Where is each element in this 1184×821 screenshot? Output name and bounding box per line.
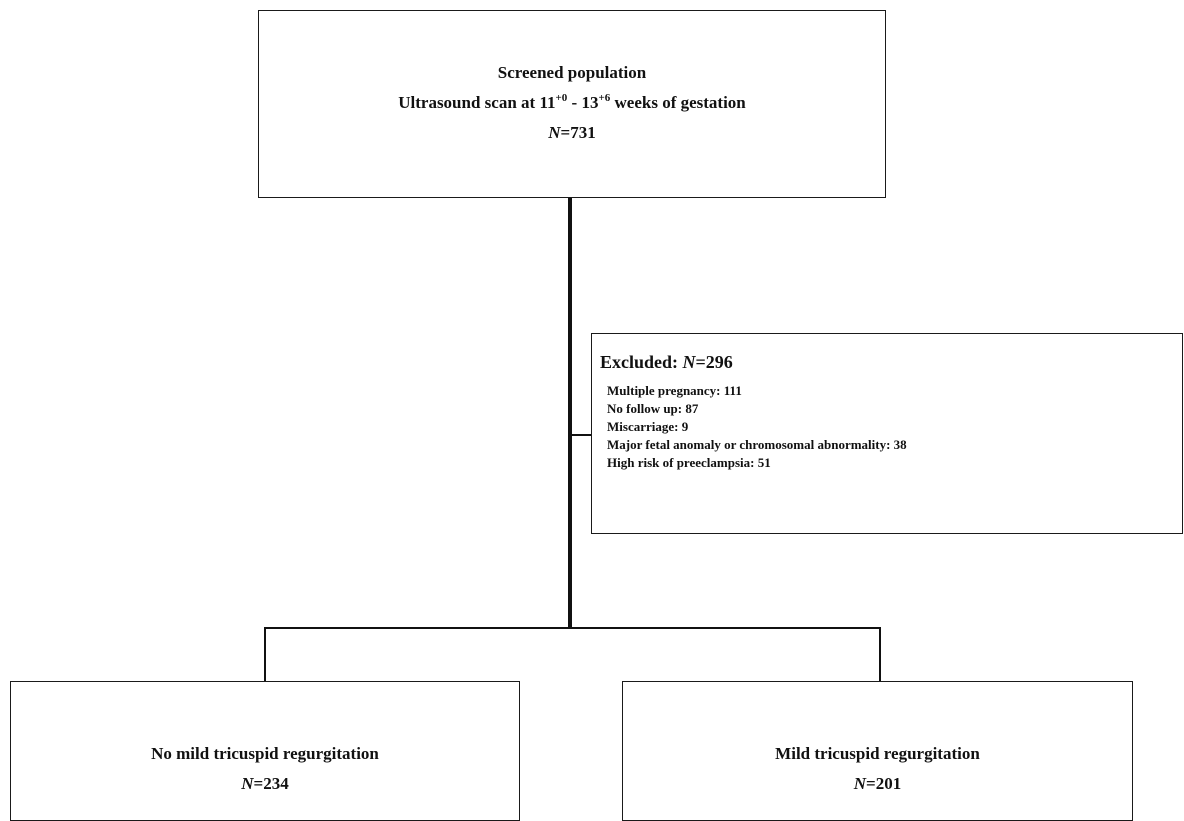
n-symbol: N <box>241 774 254 793</box>
n-value: =731 <box>560 123 596 142</box>
group-label: Mild tricuspid regurgitation <box>775 744 980 763</box>
screened-count: N=731 <box>259 123 885 143</box>
group-count: N=201 <box>623 774 1132 794</box>
no-mild-tr-box: No mild tricuspid regurgitation N=234 <box>10 681 520 821</box>
scan-prefix: Ultrasound scan at 11 <box>398 93 556 112</box>
scan-sup-end: +6 <box>598 92 611 104</box>
mild-tr-box: Mild tricuspid regurgitation N=201 <box>622 681 1133 821</box>
left-branch-connector <box>264 627 266 682</box>
excluded-branch-connector <box>570 434 592 436</box>
n-symbol: N <box>682 352 696 372</box>
exclusion-reasons-list: Multiple pregnancy: 111 No follow up: 87… <box>607 382 907 472</box>
excluded-heading: Excluded: N=296 <box>600 352 733 373</box>
n-value: =296 <box>695 352 733 372</box>
group-label: No mild tricuspid regurgitation <box>151 744 379 763</box>
list-item: No follow up: 87 <box>607 401 699 416</box>
list-item: High risk of preeclampsia: 51 <box>607 455 771 470</box>
main-vertical-connector <box>568 197 572 628</box>
excluded-box: Excluded: N=296 Multiple pregnancy: 111 … <box>591 333 1183 534</box>
scan-suffix: weeks of gestation <box>610 93 746 112</box>
n-value: =201 <box>866 774 902 793</box>
excluded-label: Excluded: <box>600 352 683 372</box>
list-item: Miscarriage: 9 <box>607 419 689 434</box>
n-symbol: N <box>853 774 867 793</box>
n-symbol: N <box>548 123 561 142</box>
scan-mid: - 13 <box>567 93 599 112</box>
scan-sup-start: +0 <box>555 92 568 104</box>
list-item: Major fetal anomaly or chromosomal abnor… <box>607 437 907 452</box>
group-count: N=234 <box>11 774 519 794</box>
split-horizontal-connector <box>264 627 881 629</box>
right-branch-connector <box>879 627 881 682</box>
list-item: Multiple pregnancy: 111 <box>607 383 742 398</box>
screened-population-box: Screened population Ultrasound scan at 1… <box>258 10 886 198</box>
screened-population-title: Screened population <box>497 63 647 82</box>
gestation-scan-line: Ultrasound scan at 11+0 - 13+6 weeks of … <box>259 93 885 113</box>
n-value: =234 <box>253 774 289 793</box>
